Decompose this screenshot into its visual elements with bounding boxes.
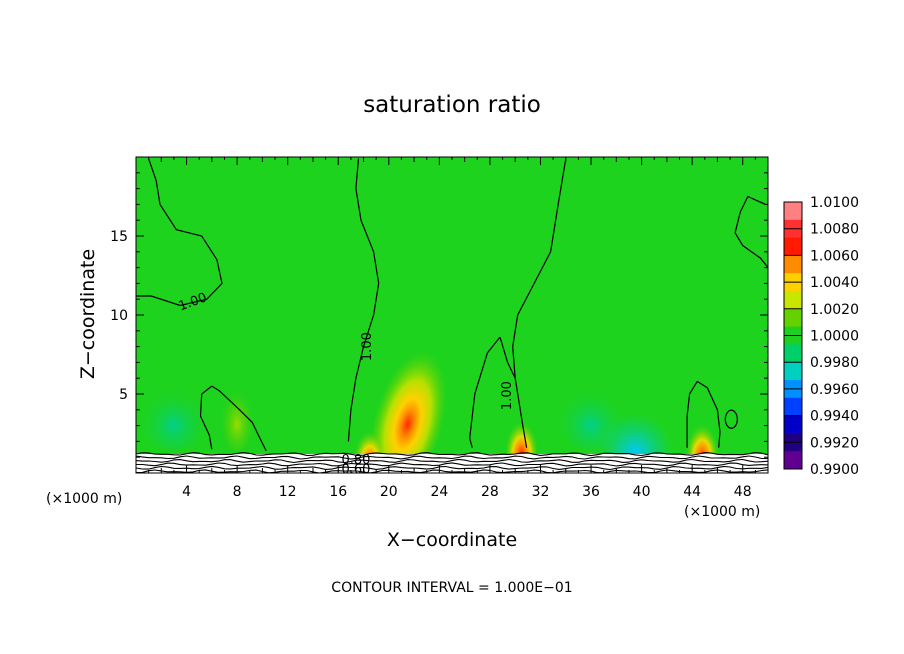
x-tick-label-28: 28 xyxy=(481,484,499,500)
colorbar-swatch-12 xyxy=(784,415,802,434)
colorbar-label-0: 1.0100 xyxy=(810,195,859,211)
colorbar: 1.0100 1.0080 1.0060 1.0040 1.0020 1.0000 0.99… xyxy=(783,195,859,478)
x-tick-label-40: 40 xyxy=(633,484,651,500)
contour-line-3 xyxy=(469,336,501,448)
field-feature-3 xyxy=(220,384,254,451)
field-layer xyxy=(136,157,768,473)
field-feature-7 xyxy=(597,412,674,473)
plot-area: 1.001.001.000.800.60 xyxy=(135,156,769,477)
contour-line-9 xyxy=(734,195,768,268)
x-tick-label-44: 44 xyxy=(683,484,701,500)
colorbar-label-2: 1.0060 xyxy=(810,248,859,264)
y-axis-ticks: 5 10 15 xyxy=(110,172,768,458)
contour-interval-note: CONTOUR INTERVAL = 1.000E−01 xyxy=(331,580,572,596)
x-tick-label-8: 8 xyxy=(233,484,242,500)
colorbar-label-8: 0.9940 xyxy=(810,409,859,425)
x-tick-label-24: 24 xyxy=(430,484,448,500)
x-tick-label-36: 36 xyxy=(582,484,600,500)
x-axis-ticks: 4 8 12 16 20 24 28 32 36 40 44 48 xyxy=(148,157,756,500)
contour-line-1 xyxy=(347,158,380,442)
chart-title: saturation ratio xyxy=(363,92,541,118)
x-tick-label-12: 12 xyxy=(279,484,297,500)
colorbar-label-10: 0.9900 xyxy=(810,462,859,478)
surface-contour-1 xyxy=(136,455,768,460)
surface-contour-0 xyxy=(136,451,768,457)
field-feature-0 xyxy=(372,336,451,473)
surface-fill xyxy=(136,454,768,473)
x-axis-label: X−coordinate xyxy=(387,529,517,551)
colorbar-swatch-11 xyxy=(784,397,802,417)
colorbar-label-6: 0.9980 xyxy=(810,355,859,371)
colorbar-label-4: 1.0020 xyxy=(810,302,859,318)
y-tick-label-10: 10 xyxy=(110,308,128,324)
x-tick-label-48: 48 xyxy=(734,484,752,500)
surface-band xyxy=(136,451,768,473)
field-feature-5 xyxy=(136,370,212,450)
y-tick-label-5: 5 xyxy=(119,387,128,403)
colorbar-swatch-8 xyxy=(784,344,802,363)
contour-line-2 xyxy=(512,158,567,448)
colorbar-label-3: 1.0040 xyxy=(810,275,859,291)
x-unit-right: (×1000 m) xyxy=(684,504,760,520)
x-tick-label-16: 16 xyxy=(329,484,347,500)
contour-label-1: 1.00 xyxy=(360,332,375,361)
colorbar-swatch-0 xyxy=(784,202,802,221)
x-tick-label-32: 32 xyxy=(532,484,550,500)
contour-label-4: 0.60 xyxy=(341,462,370,477)
colorbar-swatch-2 xyxy=(784,237,802,256)
colorbar-swatch-6 xyxy=(784,308,802,328)
contour-loop xyxy=(724,409,738,429)
contour-label-3: 0.80 xyxy=(341,453,370,468)
surface-contour-3 xyxy=(136,462,768,467)
contour-line-0 xyxy=(136,158,223,307)
surface-contour-4 xyxy=(136,465,768,471)
colorbar-swatch-3 xyxy=(784,255,802,274)
colorbar-label-9: 0.9920 xyxy=(810,435,859,451)
colorbar-swatch-9 xyxy=(784,362,802,381)
colorbar-label-1: 1.0080 xyxy=(810,222,859,238)
y-axis-label: Z−coordinate xyxy=(77,249,99,379)
colorbar-label-5: 1.0000 xyxy=(810,329,859,345)
contour-line-7 xyxy=(696,380,721,448)
x-tick-label-20: 20 xyxy=(380,484,398,500)
surface-contour-2 xyxy=(136,458,768,464)
x-tick-label-4: 4 xyxy=(182,484,191,500)
contour-line-5 xyxy=(211,385,267,452)
contour-line-6 xyxy=(199,385,213,450)
colorbar-swatch-5 xyxy=(784,291,802,310)
contour-line-4 xyxy=(499,336,516,379)
contour-line-8 xyxy=(686,381,698,448)
x-unit-left: (×1000 m) xyxy=(46,491,122,507)
contour-lines xyxy=(136,158,768,452)
colorbar-label-7: 0.9960 xyxy=(810,382,859,398)
colorbar-swatch-14 xyxy=(784,451,802,470)
contour-label-2: 1.00 xyxy=(500,381,515,410)
y-tick-label-15: 15 xyxy=(110,229,128,245)
